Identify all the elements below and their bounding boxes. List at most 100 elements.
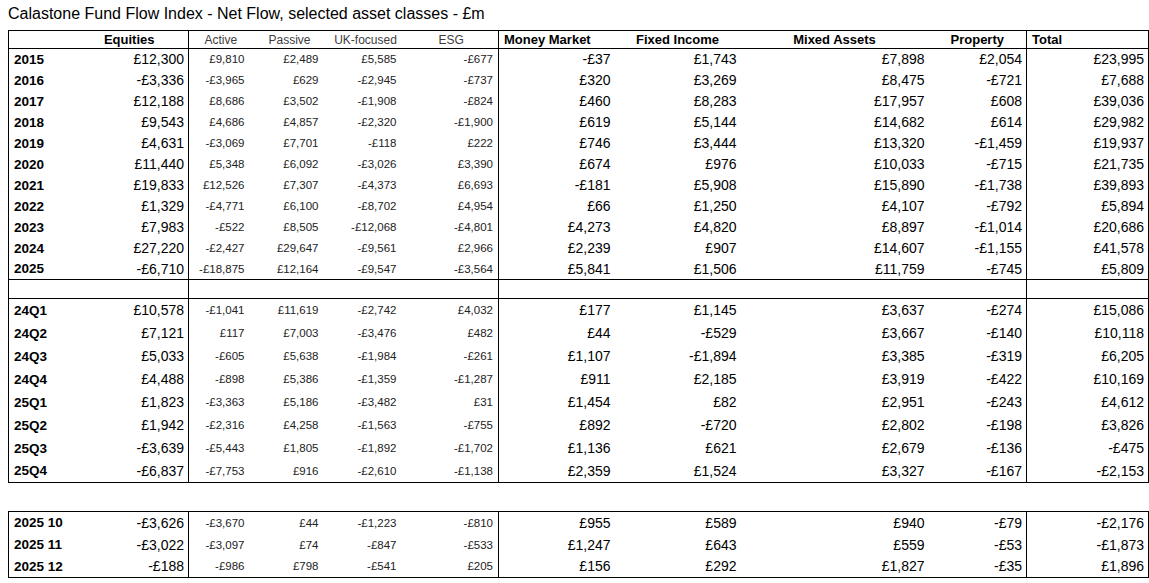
row-label: 25Q3 [9, 437, 71, 460]
cell-esg: -£1,287 [405, 368, 499, 391]
cell-total: £39,036 [1027, 91, 1149, 112]
column-header-total: Total [1027, 31, 1149, 49]
cell-property: -£243 [929, 391, 1027, 414]
cell-uk-focused: -£3,482 [327, 391, 405, 414]
cell-esg: -£261 [405, 345, 499, 368]
cell-active: -£2,427 [189, 238, 253, 259]
cell-uk-focused: -£8,702 [327, 196, 405, 217]
cell-passive: £5,186 [253, 391, 327, 414]
cell-equities: -£6,710 [71, 259, 189, 280]
cell-esg: -£677 [405, 49, 499, 70]
cell-active: £117 [189, 322, 253, 345]
cell-passive: £11,619 [253, 299, 327, 322]
cell-uk-focused: -£9,547 [327, 259, 405, 280]
cell-money-market: £5,841 [499, 259, 615, 280]
row-label: 25Q1 [9, 391, 71, 414]
cell-esg: -£3,564 [405, 259, 499, 280]
cell-active: -£3,069 [189, 133, 253, 154]
fund-flow-table-annual-quarterly: Equities Active Passive UK-focused ESG M… [8, 30, 1149, 483]
cell-active: -£2,316 [189, 414, 253, 437]
cell-mixed-assets: £559 [741, 534, 929, 556]
cell-total: £3,826 [1027, 414, 1149, 437]
cell-active: £5,348 [189, 154, 253, 175]
row-label: 2016 [9, 70, 71, 91]
cell-active: £8,686 [189, 91, 253, 112]
cell-equities: £4,631 [71, 133, 189, 154]
column-header-active: Active [189, 31, 253, 49]
cell-passive: £3,502 [253, 91, 327, 112]
spacer-cell [929, 280, 1027, 299]
cell-mixed-assets: £2,951 [741, 391, 929, 414]
cell-esg: -£4,801 [405, 217, 499, 238]
cell-uk-focused: -£1,892 [327, 437, 405, 460]
cell-active: -£5,443 [189, 437, 253, 460]
row-label: 2019 [9, 133, 71, 154]
cell-mixed-assets: £8,475 [741, 70, 929, 91]
spacer-cell [327, 280, 405, 299]
cell-fixed-income: £292 [615, 556, 741, 578]
cell-esg: £205 [405, 556, 499, 578]
cell-uk-focused: -£118 [327, 133, 405, 154]
cell-fixed-income: -£529 [615, 322, 741, 345]
row-label: 2015 [9, 49, 71, 70]
cell-fixed-income: £2,185 [615, 368, 741, 391]
cell-total: £10,169 [1027, 368, 1149, 391]
cell-money-market: £1,136 [499, 437, 615, 460]
cell-mixed-assets: £3,637 [741, 299, 929, 322]
cell-property: -£319 [929, 345, 1027, 368]
cell-mixed-assets: £1,827 [741, 556, 929, 578]
spacer-row [9, 280, 1149, 299]
cell-money-market: £1,454 [499, 391, 615, 414]
cell-mixed-assets: £7,898 [741, 49, 929, 70]
table-row: 2017£12,188£8,686£3,502-£1,908-£824£460£… [9, 91, 1149, 112]
cell-passive: £7,701 [253, 133, 327, 154]
cell-uk-focused: -£2,945 [327, 70, 405, 91]
cell-active: -£18,875 [189, 259, 253, 280]
cell-money-market: £746 [499, 133, 615, 154]
cell-uk-focused: -£12,068 [327, 217, 405, 238]
cell-fixed-income: £907 [615, 238, 741, 259]
cell-active: -£3,965 [189, 70, 253, 91]
cell-esg: -£1,900 [405, 112, 499, 133]
table-row: 2024£27,220-£2,427£29,647-£9,561£2,966£2… [9, 238, 1149, 259]
cell-passive: £5,386 [253, 368, 327, 391]
cell-property: -£274 [929, 299, 1027, 322]
cell-total: -£475 [1027, 437, 1149, 460]
cell-active: £4,686 [189, 112, 253, 133]
row-label: 2025 12 [9, 556, 71, 578]
cell-total: £7,688 [1027, 70, 1149, 91]
cell-property: -£140 [929, 322, 1027, 345]
row-label: 25Q4 [9, 460, 71, 483]
cell-property: -£792 [929, 196, 1027, 217]
cell-mixed-assets: £13,320 [741, 133, 929, 154]
spacer-cell [741, 280, 929, 299]
cell-equities: -£6,837 [71, 460, 189, 483]
cell-property: -£1,738 [929, 175, 1027, 196]
spacer-cell [1027, 280, 1149, 299]
cell-mixed-assets: £2,802 [741, 414, 929, 437]
cell-property: £2,054 [929, 49, 1027, 70]
cell-total: £5,894 [1027, 196, 1149, 217]
cell-fixed-income: £5,908 [615, 175, 741, 196]
cell-esg: -£1,138 [405, 460, 499, 483]
cell-property: -£167 [929, 460, 1027, 483]
cell-passive: £29,647 [253, 238, 327, 259]
cell-fixed-income: £1,250 [615, 196, 741, 217]
cell-mixed-assets: £3,327 [741, 460, 929, 483]
cell-active: -£986 [189, 556, 253, 578]
cell-equities: £1,823 [71, 391, 189, 414]
cell-fixed-income: £643 [615, 534, 741, 556]
cell-mixed-assets: £2,679 [741, 437, 929, 460]
cell-money-market: £674 [499, 154, 615, 175]
cell-active: -£605 [189, 345, 253, 368]
table-row: 25Q3-£3,639-£5,443£1,805-£1,892-£1,702£1… [9, 437, 1149, 460]
table-row: 2025 12-£188-£986£798-£541£205£156£292£1… [9, 556, 1149, 578]
cell-total: £21,735 [1027, 154, 1149, 175]
cell-money-market: £66 [499, 196, 615, 217]
cell-money-market: £460 [499, 91, 615, 112]
cell-total: £1,896 [1027, 556, 1149, 578]
cell-mixed-assets: £3,919 [741, 368, 929, 391]
cell-equities: £12,300 [71, 49, 189, 70]
cell-equities: £11,440 [71, 154, 189, 175]
cell-mixed-assets: £10,033 [741, 154, 929, 175]
